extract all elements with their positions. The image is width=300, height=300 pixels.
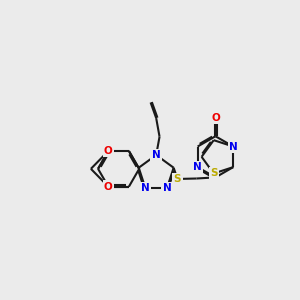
Text: O: O [104, 182, 113, 192]
Text: O: O [104, 146, 113, 156]
Text: N: N [152, 150, 161, 160]
Text: S: S [210, 169, 218, 178]
Text: S: S [174, 174, 181, 184]
Text: N: N [229, 142, 238, 152]
Text: N: N [163, 183, 171, 193]
Text: N: N [141, 183, 150, 193]
Text: O: O [211, 113, 220, 123]
Text: N: N [193, 162, 202, 172]
